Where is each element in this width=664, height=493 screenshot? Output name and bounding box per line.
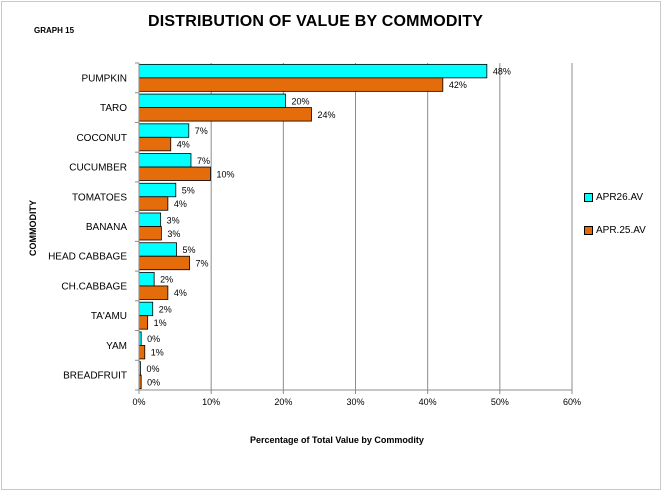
data-label: 7%	[196, 258, 209, 268]
bar	[138, 182, 177, 198]
x-tick-label: 30%	[346, 397, 364, 407]
y-tick-label: HEAD CABBAGE	[48, 252, 127, 263]
data-label: 7%	[197, 156, 210, 166]
bar	[138, 93, 286, 108]
data-label: 2%	[159, 304, 172, 314]
bar	[138, 285, 169, 300]
bar	[138, 63, 488, 79]
legend-swatch-apr25	[584, 225, 593, 235]
x-tick-label: 60%	[563, 397, 581, 407]
data-label: 24%	[317, 110, 335, 120]
axes: 0% 10% 20% 30% 40% 50% 60% PUMPKIN TARO COCONUT CU…	[48, 62, 581, 407]
bar	[138, 123, 190, 138]
bar	[138, 255, 190, 271]
y-tick-label: PUMPKIN	[81, 73, 127, 84]
data-labels: 48%42%20%24%7%4%7%10%5%4%3%3%5%7%2%4%2%1…	[146, 67, 510, 388]
data-label: 1%	[151, 348, 164, 358]
bar	[138, 107, 312, 122]
bar	[138, 272, 155, 287]
bar	[138, 345, 146, 360]
bar	[138, 315, 149, 330]
x-tick-label: 0%	[132, 397, 145, 407]
y-tick-label: YAM	[106, 341, 127, 352]
x-tick-label: 50%	[491, 397, 509, 407]
data-label: 0%	[146, 364, 159, 374]
x-tick-label: 40%	[419, 397, 437, 407]
data-label: 42%	[449, 80, 467, 90]
data-label: 4%	[177, 140, 190, 150]
y-tick-label: CUCUMBER	[69, 163, 127, 174]
bar	[138, 153, 192, 168]
bar	[138, 136, 172, 152]
bar	[138, 212, 162, 227]
data-label: 2%	[160, 275, 173, 285]
legend-label-apr25: APR.25.AV	[596, 224, 646, 236]
data-label: 10%	[216, 169, 234, 179]
legend-item-apr26: APR26.AV	[584, 191, 643, 203]
data-label: 3%	[167, 229, 180, 239]
data-label: 4%	[174, 288, 187, 298]
data-label: 20%	[291, 96, 309, 106]
graph-tag: GRAPH 15	[34, 26, 75, 35]
legend-swatch-apr26	[584, 192, 593, 202]
y-axis-title: COMMODITY	[28, 200, 38, 256]
legend-item-apr25: APR.25.AV	[584, 224, 646, 236]
data-label: 5%	[182, 186, 195, 196]
x-tick-label: 10%	[202, 397, 220, 407]
bar	[138, 77, 444, 92]
data-label: 1%	[154, 318, 167, 328]
y-tick-label: COCONUT	[76, 133, 127, 144]
y-tick-label: CH.CABBAGE	[61, 281, 127, 292]
data-label: 7%	[195, 126, 208, 136]
legend-label-apr26: APR26.AV	[596, 191, 644, 203]
data-label: 0%	[147, 334, 160, 344]
chart-title: DISTRIBUTION OF VALUE BY COMMODITY	[148, 13, 484, 30]
bar	[138, 226, 162, 241]
data-label: 48%	[493, 67, 511, 77]
x-axis-title: Percentage of Total Value by Commodity	[250, 435, 424, 445]
y-tick-label: BREADFRUIT	[63, 371, 127, 382]
y-tick-label: TOMATOES	[72, 192, 127, 203]
bar	[138, 196, 169, 211]
y-tick-label: TARO	[100, 103, 127, 114]
bar	[138, 166, 211, 181]
data-label: 3%	[167, 215, 180, 225]
y-tick-label: TA'AMU	[91, 311, 127, 322]
data-label: 5%	[183, 245, 196, 255]
bar	[138, 242, 177, 257]
data-label: 4%	[174, 199, 187, 209]
bar	[138, 301, 154, 317]
y-tick-label: BANANA	[86, 222, 127, 233]
data-label: 0%	[147, 377, 160, 387]
x-tick-label: 20%	[274, 397, 292, 407]
bars	[138, 63, 488, 390]
